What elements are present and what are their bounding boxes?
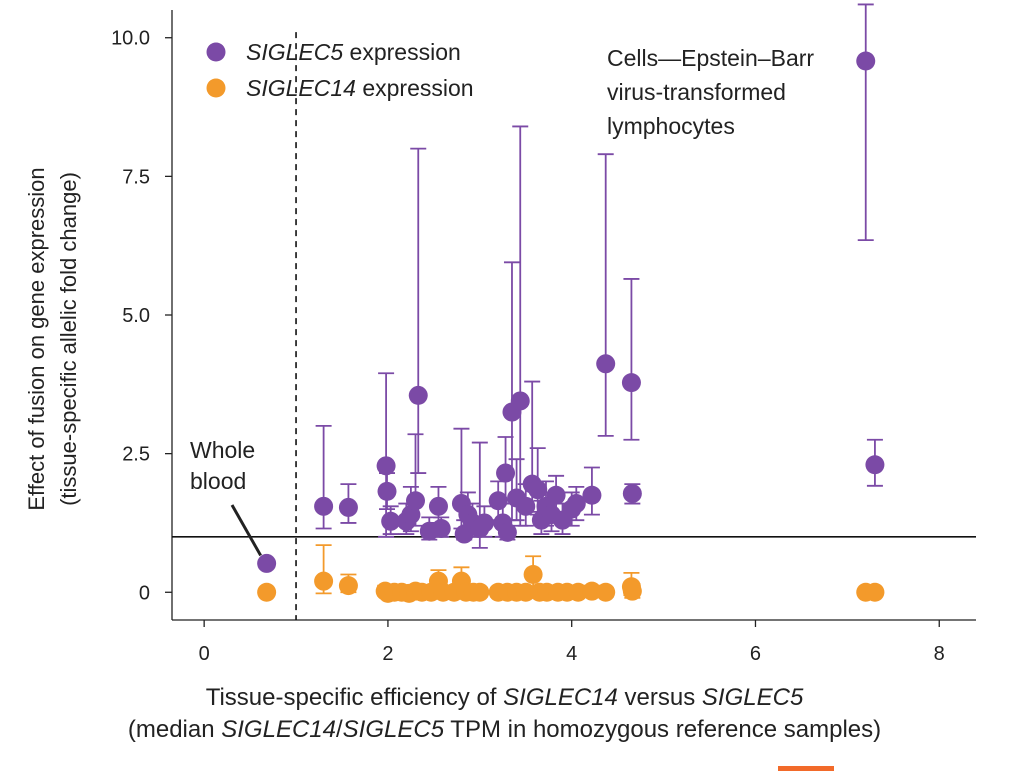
data-series bbox=[257, 3, 885, 603]
data-point bbox=[431, 519, 451, 538]
x-label-part: (median bbox=[127, 716, 222, 743]
y-tick-label: 7.5 bbox=[122, 166, 150, 188]
data-point bbox=[546, 485, 566, 505]
data-point bbox=[405, 491, 425, 511]
data-point bbox=[582, 485, 602, 505]
data-point bbox=[622, 581, 642, 601]
data-point bbox=[381, 511, 401, 531]
y-tick-label: 5.0 bbox=[122, 305, 150, 327]
legend-label-siglec14: SIGLEC14 expression bbox=[246, 75, 474, 101]
data-point bbox=[568, 582, 588, 602]
data-point bbox=[474, 513, 494, 533]
annotation-line: lymphocytes bbox=[607, 113, 735, 139]
legend-suffix: expression bbox=[343, 39, 461, 65]
data-point bbox=[596, 582, 616, 602]
data-point bbox=[622, 484, 642, 504]
annotation-line: blood bbox=[190, 468, 246, 494]
data-point bbox=[523, 565, 543, 585]
data-point bbox=[516, 496, 536, 516]
legend-gene-name: SIGLEC14 bbox=[246, 75, 356, 101]
y-axis-label-line: Effect of fusion on gene expression bbox=[24, 167, 49, 510]
data-point bbox=[377, 481, 397, 501]
y-tick-label: 0 bbox=[139, 582, 150, 604]
x-label-italic-part: SIGLEC5 bbox=[342, 716, 445, 743]
axes: 0 2.5 5.0 7.5 10.0 0 2 4 6 8 Effect of fusion on g… bbox=[24, 10, 976, 665]
x-tick-label: 0 bbox=[199, 643, 210, 665]
x-tick-label: 4 bbox=[566, 643, 577, 665]
annotation-arrow bbox=[230, 504, 262, 557]
legend-marker-siglec14 bbox=[206, 78, 226, 98]
data-point bbox=[865, 455, 885, 475]
x-tick-label: 6 bbox=[750, 643, 761, 665]
data-point bbox=[338, 576, 358, 596]
x-label-part: / bbox=[335, 716, 343, 743]
y-tick-label: 2.5 bbox=[122, 444, 150, 466]
annotation-line: Cells—Epstein–Barr bbox=[607, 45, 814, 71]
data-point bbox=[496, 463, 516, 483]
data-point bbox=[865, 582, 885, 602]
x-label-part: TPM in homozygous reference samples) bbox=[444, 716, 882, 743]
data-point bbox=[376, 456, 396, 476]
data-point bbox=[621, 373, 641, 393]
data-point bbox=[257, 582, 277, 602]
reference-lines bbox=[172, 32, 976, 620]
series-siglec14 bbox=[257, 544, 885, 603]
scatter-plot: 0 2.5 5.0 7.5 10.0 0 2 4 6 8 Effect of fusion on g… bbox=[24, 3, 976, 665]
legend-marker-siglec5 bbox=[206, 42, 226, 62]
x-axis-label: Tissue-specific efficiency of SIGLEC14 v… bbox=[0, 684, 1009, 712]
legend-suffix: expression bbox=[356, 75, 474, 101]
data-point bbox=[314, 571, 334, 591]
x-axis-label-secondary: (median SIGLEC14/SIGLEC5 TPM in homozygo… bbox=[0, 716, 1009, 744]
x-label-part: Tissue-specific efficiency of bbox=[205, 684, 504, 711]
x-label-italic-part: SIGLEC14 bbox=[503, 684, 618, 711]
data-point bbox=[497, 522, 517, 542]
x-label-italic-part: SIGLEC14 bbox=[221, 716, 336, 743]
legend-gene-name: SIGLEC5 bbox=[246, 39, 343, 65]
data-point bbox=[470, 582, 490, 602]
data-point bbox=[488, 491, 508, 511]
legend-label-siglec5: SIGLEC5 expression bbox=[246, 39, 461, 65]
data-point bbox=[528, 480, 548, 500]
accent-bar bbox=[778, 766, 834, 771]
y-tick-label: 10.0 bbox=[111, 28, 150, 50]
x-tick-label: 8 bbox=[934, 643, 945, 665]
data-point bbox=[428, 496, 448, 516]
annotation-line: virus-transformed bbox=[607, 79, 786, 105]
data-point bbox=[516, 582, 536, 602]
y-axis-label-line: (tissue-specific allelic fold change) bbox=[56, 172, 81, 506]
annotation-whole-blood: Whole blood bbox=[190, 437, 255, 494]
data-point bbox=[338, 497, 358, 517]
y-axis-label: Effect of fusion on gene expression (tiss… bbox=[24, 167, 81, 510]
data-point bbox=[856, 51, 876, 71]
data-point bbox=[314, 496, 334, 516]
data-point bbox=[596, 354, 616, 374]
annotation-ebv-cells: Cells—Epstein–Barr virus-transformed lymph… bbox=[607, 45, 814, 139]
series-siglec5 bbox=[257, 3, 885, 573]
data-point bbox=[566, 494, 586, 514]
data-point bbox=[257, 553, 277, 573]
annotation-line: Whole bbox=[190, 437, 255, 463]
data-point bbox=[582, 581, 602, 601]
x-label-part: versus bbox=[617, 684, 702, 711]
data-point bbox=[408, 385, 428, 405]
annotations: Whole blood Cells—Epstein–Barr virus-transf… bbox=[190, 45, 814, 557]
x-label-italic-part: SIGLEC5 bbox=[701, 684, 804, 711]
data-point bbox=[510, 391, 530, 411]
x-tick-label: 2 bbox=[382, 643, 393, 665]
